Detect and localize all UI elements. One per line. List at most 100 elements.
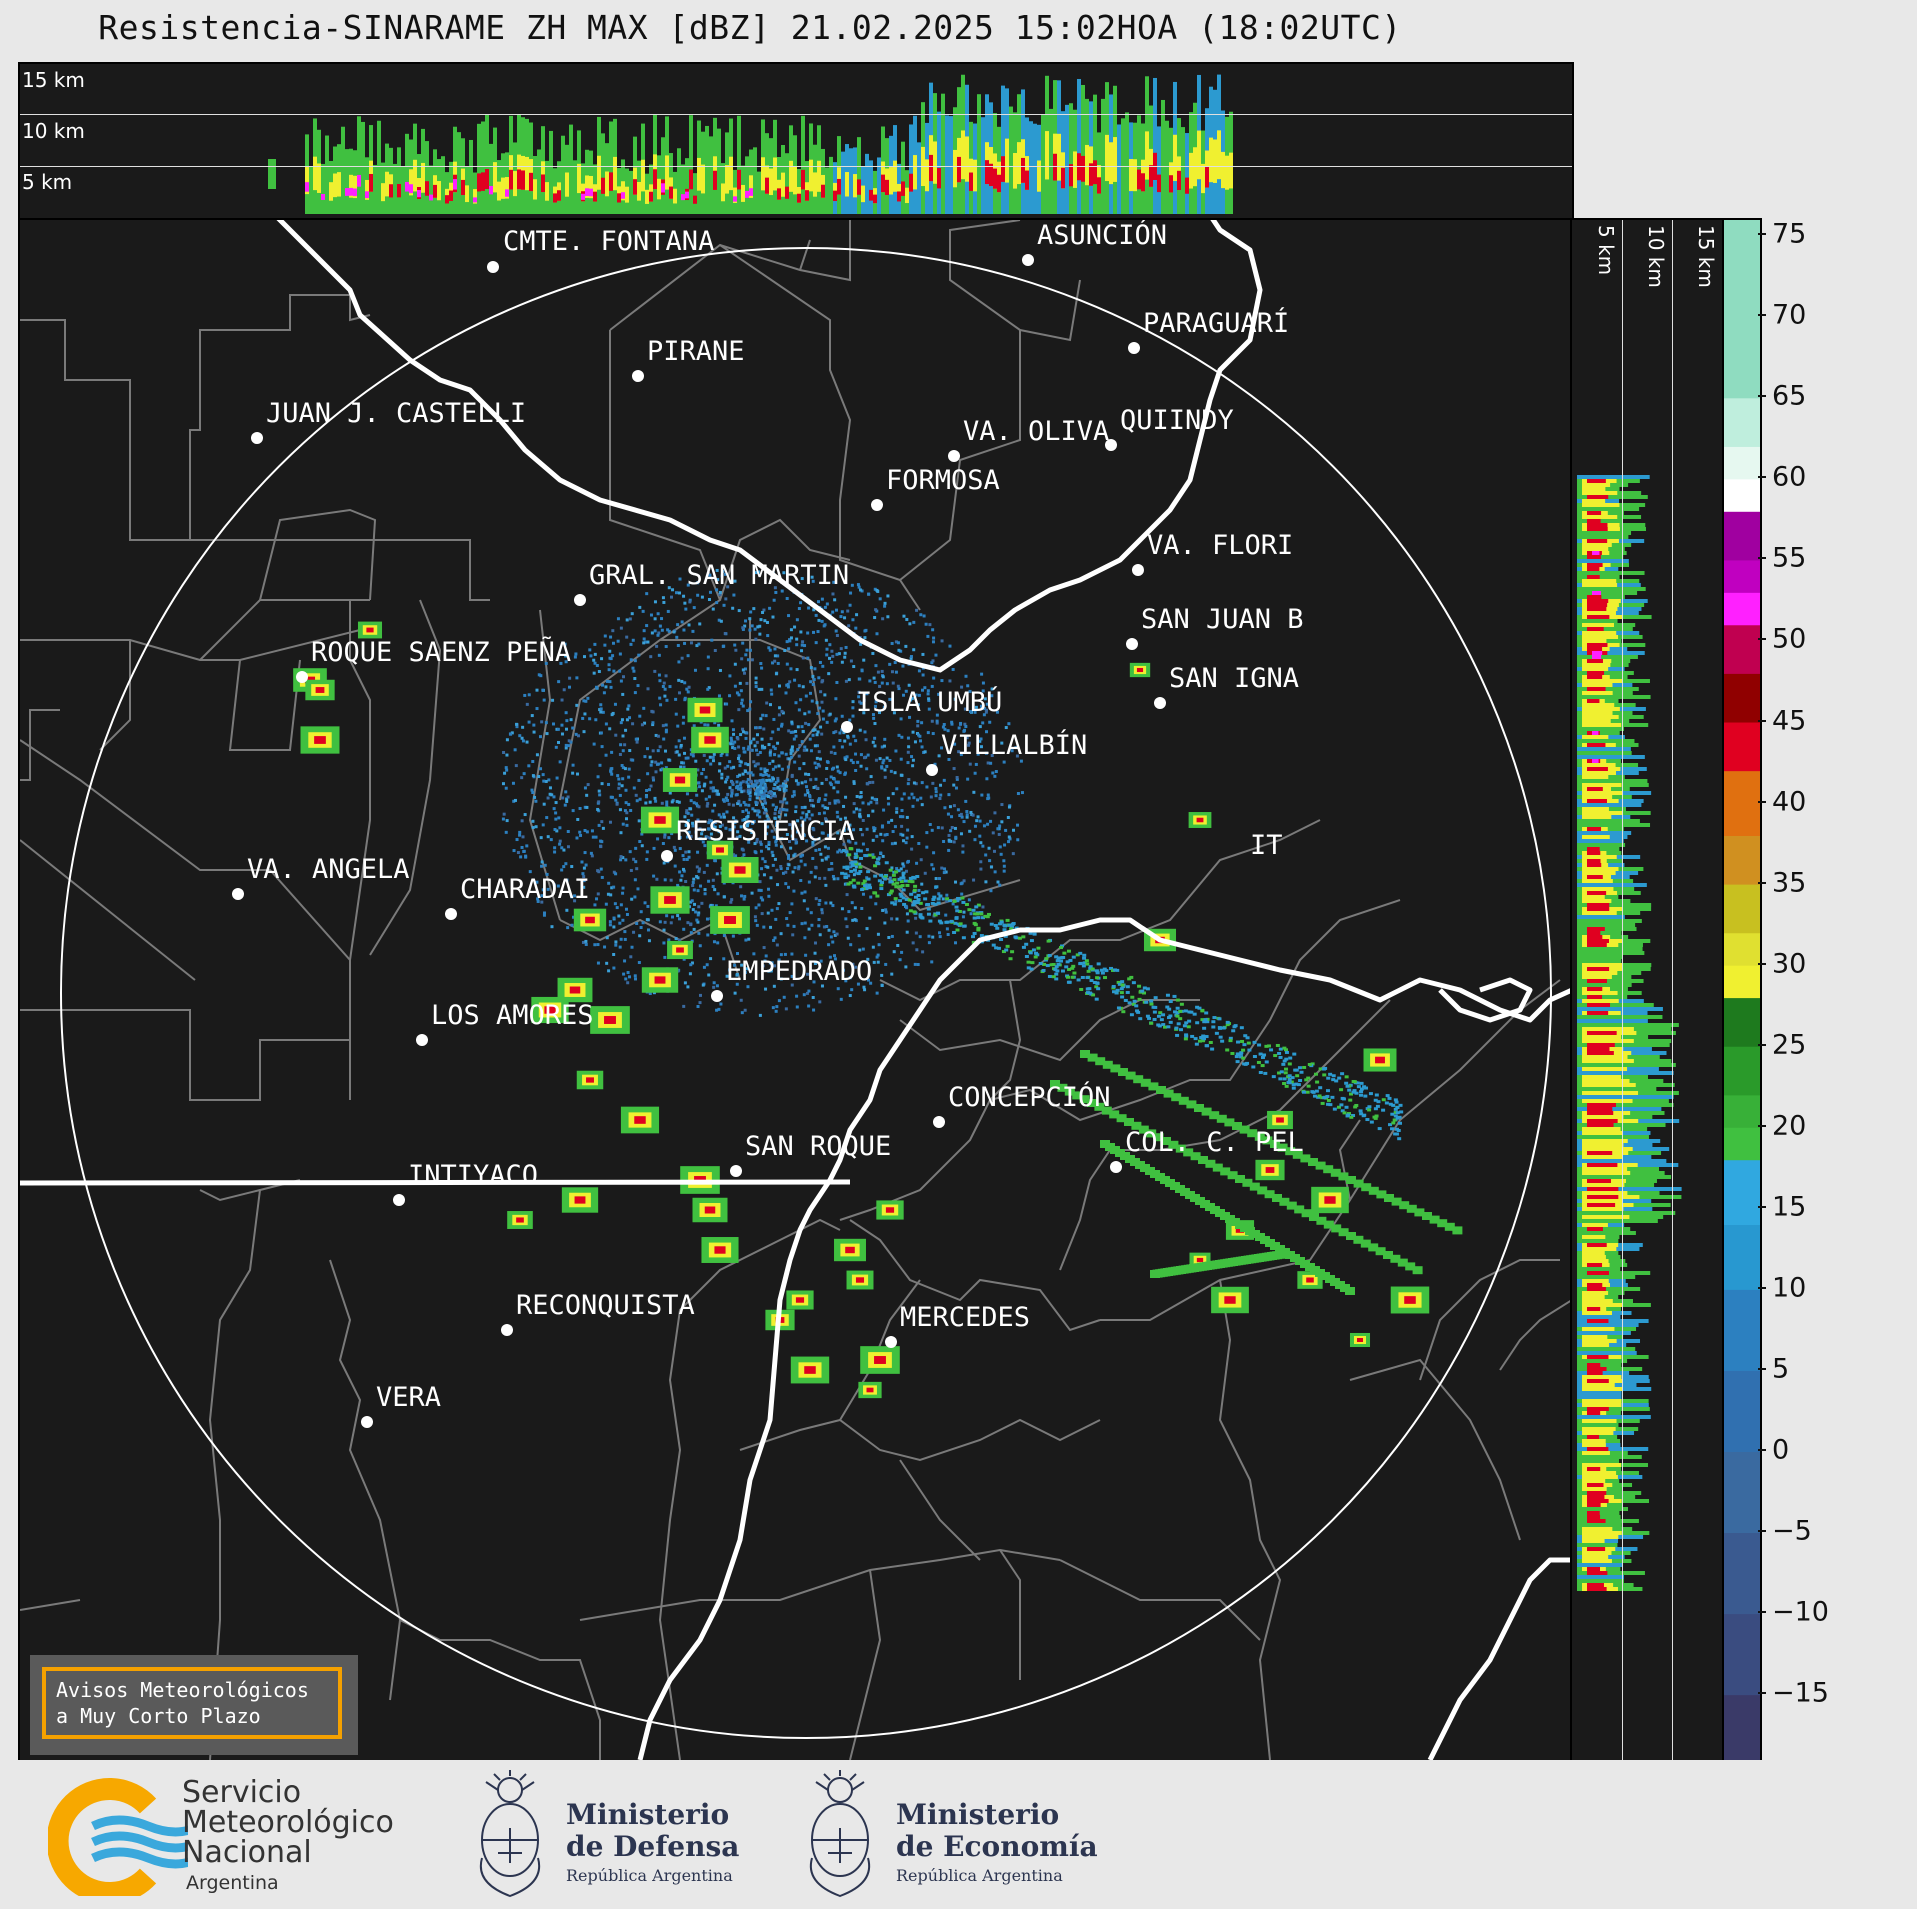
colorbar-segment: [1724, 446, 1760, 481]
defensa-line2: de Defensa: [566, 1830, 740, 1863]
city-label: ASUNCIÓN: [1037, 220, 1168, 251]
colorbar-tick-mark: [1758, 1530, 1766, 1533]
altitude-line-10km-vertical: [1672, 220, 1673, 1760]
admin-border: [130, 539, 490, 601]
admin-border: [660, 639, 822, 821]
colorbar-segment: [1724, 1695, 1760, 1760]
colorbar-segment: [1724, 479, 1760, 513]
city-label: CHARADAI: [460, 874, 591, 905]
smn-line4: Argentina: [186, 1872, 279, 1894]
argentina-coat-of-arms-icon: [479, 1770, 541, 1898]
city-marker: [1126, 638, 1138, 650]
admin-border: [849, 1219, 1101, 1332]
city-marker: [501, 1324, 513, 1336]
city-label: RECONQUISTA: [516, 1290, 695, 1321]
city-label: PIRANE: [647, 336, 745, 367]
city-marker: [1105, 439, 1117, 451]
colorbar-tick-mark: [1758, 719, 1766, 722]
admin-border: [259, 508, 377, 601]
colorbar-tick-mark: [1758, 1286, 1766, 1289]
colorbar-tick-label: 75: [1772, 218, 1807, 250]
admin-border: [899, 999, 1200, 1062]
city-marker: [1154, 697, 1166, 709]
admin-border: [1218, 1279, 1282, 1760]
radar-map-panel[interactable]: CMTE. FONTANA ASUNCIÓN PARAGUARÍ PIRANE JUAN…: [18, 218, 1574, 1762]
colorbar-tick-label: 15: [1772, 1191, 1807, 1223]
colorbar-tick-label: 35: [1772, 867, 1807, 899]
city-label: LOS AMORES: [431, 1000, 594, 1031]
city-label: CMTE. FONTANA: [503, 226, 715, 257]
colorbar-segment: [1724, 220, 1760, 319]
alerts-line1: Avisos Meteorológicos: [56, 1678, 309, 1702]
admin-border: [329, 1259, 402, 1701]
colorbar-segment: [1724, 1095, 1760, 1129]
colorbar-tick-mark: [1758, 962, 1766, 965]
colorbar-segment: [1724, 1225, 1760, 1291]
city-label: PARAGUARÍ: [1143, 308, 1290, 339]
colorbar-tick-label: 20: [1772, 1110, 1807, 1142]
admin-border: [989, 899, 1401, 1122]
city-label: IT: [1250, 830, 1283, 861]
altitude-line-10km: [20, 114, 1572, 115]
city-marker: [361, 1416, 373, 1428]
colorbar-segment: [1724, 673, 1760, 724]
admin-border: [899, 1459, 981, 1561]
colorbar-tick-mark: [1758, 1367, 1766, 1370]
colorbar-tick-label: −10: [1772, 1596, 1829, 1628]
city-label: VA. ANGELA: [247, 854, 410, 885]
defensa-line1: Ministerio: [566, 1798, 730, 1831]
admin-border: [20, 629, 361, 661]
city-label: JUAN J. CASTELLI: [266, 398, 527, 429]
river-parana-east: [1427, 1557, 1572, 1760]
admin-borders: [20, 220, 1572, 1760]
city-label: SAN ROQUE: [745, 1131, 892, 1162]
colorbar-tick-label: 60: [1772, 461, 1807, 493]
colorbar-tick-label: 10: [1772, 1272, 1807, 1304]
colorbar-segment: [1724, 625, 1760, 675]
colorbar-tick-label: 65: [1772, 380, 1807, 412]
city-marker: [885, 1336, 897, 1348]
admin-border: [739, 1418, 1101, 1462]
smn-line2: Meteorológico: [182, 1805, 394, 1840]
city-label: GRAL. SAN MARTIN: [589, 560, 850, 591]
altitude-label-10km: 10 km: [22, 119, 85, 143]
river-paraguay: [276, 220, 1263, 673]
colorbar-tick-label: 0: [1772, 1434, 1790, 1466]
city-label: VA. FLORI: [1147, 530, 1294, 561]
admin-border: [839, 1279, 921, 1421]
altitude-line-5km: [20, 166, 1572, 167]
city-marker: [632, 370, 644, 382]
smn-line3: Nacional: [182, 1835, 312, 1870]
colorbar-tick-label: 30: [1772, 948, 1807, 980]
city-label: ROQUE SAENZ PEÑA: [311, 637, 572, 668]
alerts-button[interactable]: Avisos Meteorológicos a Muy Corto Plazo: [30, 1655, 358, 1755]
colorbar-tick-label: −5: [1772, 1515, 1812, 1547]
city-marker: [445, 908, 457, 920]
smn-logo-icon: [48, 1778, 188, 1896]
admin-border: [609, 220, 851, 331]
colorbar-tick-label: −15: [1772, 1677, 1829, 1709]
top-cross-section-panel: 15 km 10 km 5 km: [18, 62, 1574, 221]
colorbar-segment: [1724, 317, 1760, 400]
colorbar-segment: [1724, 722, 1760, 773]
colorbar-segment: [1724, 884, 1760, 935]
colorbar-tick-label: 70: [1772, 299, 1807, 331]
colorbar-segment: [1724, 1452, 1760, 1535]
city-marker: [871, 499, 883, 511]
city-marker: [926, 764, 938, 776]
admin-border: [399, 1619, 601, 1760]
admin-border: [1349, 1358, 1521, 1541]
colorbar-tick-label: 5: [1772, 1353, 1790, 1385]
colorbar-tick-mark: [1758, 233, 1766, 236]
admin-border: [20, 294, 371, 541]
admin-border: [1059, 1559, 1261, 1641]
river-itati-loop: [1438, 977, 1533, 1023]
city-label: QUIINDY: [1120, 405, 1234, 436]
right-altitude-label-10km: 10 km: [1644, 225, 1668, 288]
city-label: COL. C. PEL: [1125, 1127, 1304, 1158]
colorbar-segment: [1724, 560, 1760, 594]
admin-border: [1419, 1259, 1560, 1381]
colorbar-tick-mark: [1758, 476, 1766, 479]
city-marker: [1128, 342, 1140, 354]
alerts-line2: a Muy Corto Plazo: [56, 1704, 261, 1728]
